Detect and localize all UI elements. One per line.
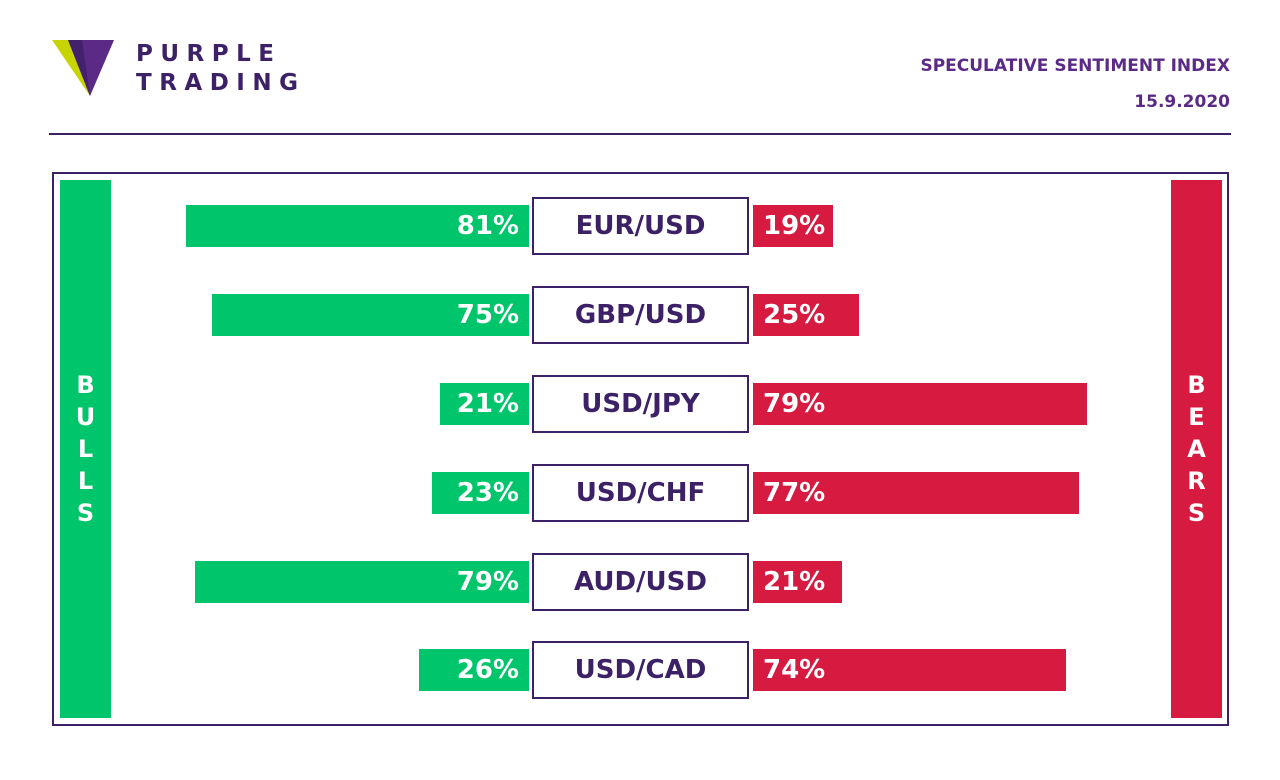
report-date: 15.9.2020 xyxy=(1134,92,1230,112)
bulls-bar: 79% xyxy=(194,561,529,603)
bulls-letter: L xyxy=(77,467,94,495)
bears-bar: 19% xyxy=(753,205,834,247)
bears-value-label: 21% xyxy=(763,567,826,597)
bulls-letter: B xyxy=(76,371,95,399)
bears-bar: 77% xyxy=(753,472,1079,514)
currency-pair-label: EUR/USD xyxy=(532,197,749,255)
brand-line-2: TRADING xyxy=(136,70,306,96)
bulls-value-label: 26% xyxy=(456,655,519,685)
bears-value-label: 19% xyxy=(763,211,826,241)
brand-line-1: PURPLE xyxy=(136,41,282,67)
bulls-bar: 26% xyxy=(419,649,529,691)
bears-value-label: 25% xyxy=(763,300,826,330)
bulls-value-label: 81% xyxy=(456,211,519,241)
bears-value-label: 77% xyxy=(763,478,826,508)
bulls-value-label: 75% xyxy=(456,300,519,330)
currency-pair-label: USD/CAD xyxy=(532,641,749,699)
currency-pair-label: AUD/USD xyxy=(532,553,749,611)
header-divider xyxy=(49,133,1231,135)
bulls-bar: 75% xyxy=(211,294,529,336)
bears-letter: A xyxy=(1187,435,1206,463)
bears-bar: 21% xyxy=(753,561,842,603)
bulls-bar: 21% xyxy=(440,383,529,425)
currency-pair-label: USD/JPY xyxy=(532,375,749,433)
bulls-letter: L xyxy=(77,435,94,463)
currency-pair-label: GBP/USD xyxy=(532,286,749,344)
bears-letter: B xyxy=(1187,371,1206,399)
chart-frame xyxy=(52,172,1229,726)
bears-letter: S xyxy=(1187,499,1206,527)
bulls-letter: U xyxy=(75,403,96,431)
purple-triangle-logo-icon xyxy=(52,40,114,96)
bears-letter: E xyxy=(1188,403,1205,431)
bulls-bar: 81% xyxy=(186,205,529,247)
currency-pair-label: USD/CHF xyxy=(532,464,749,522)
bears-bar: 79% xyxy=(753,383,1088,425)
bulls-value-label: 79% xyxy=(456,567,519,597)
bears-value-label: 79% xyxy=(763,389,826,419)
bears-bar: 74% xyxy=(753,649,1067,691)
bulls-bar: 23% xyxy=(431,472,529,514)
bulls-value-label: 23% xyxy=(456,478,519,508)
brand-logo: PURPLE TRADING xyxy=(52,38,352,100)
bears-bar: 25% xyxy=(753,294,859,336)
bears-value-label: 74% xyxy=(763,655,826,685)
bulls-value-label: 21% xyxy=(456,389,519,419)
bears-letter: R xyxy=(1187,467,1206,495)
brand-wordmark: PURPLE TRADING xyxy=(136,40,305,98)
bulls-side-bar: B U L L S xyxy=(60,180,111,718)
bulls-letter: S xyxy=(76,499,95,527)
report-title: SPECULATIVE SENTIMENT INDEX xyxy=(920,56,1230,76)
bears-side-bar: B E A R S xyxy=(1171,180,1222,718)
